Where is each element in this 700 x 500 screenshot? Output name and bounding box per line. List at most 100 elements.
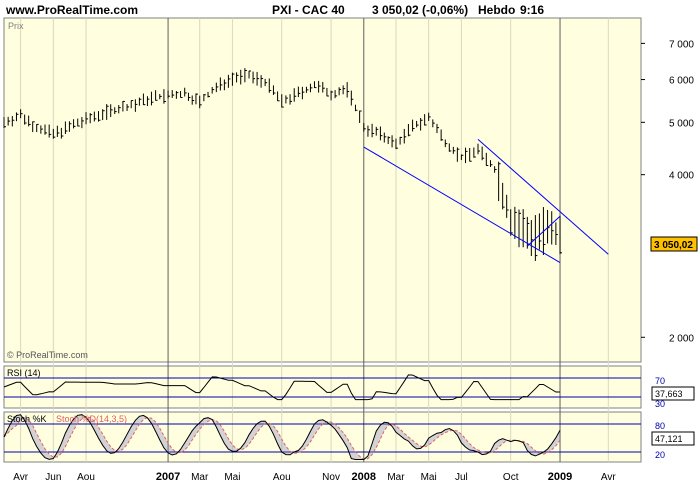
trend-line[interactable] <box>477 138 609 255</box>
price-bar <box>473 147 476 158</box>
price-bar <box>518 209 522 248</box>
rsi-line <box>3 374 560 401</box>
period-label: Hebdo <box>478 3 516 17</box>
price-bar <box>199 95 202 109</box>
rsi-level-70: 70 <box>655 376 665 386</box>
price-bar <box>244 68 247 83</box>
price-bar <box>330 90 334 101</box>
price-bar <box>163 89 166 104</box>
price-bar <box>346 82 350 98</box>
price-bar <box>489 160 493 168</box>
price-bar <box>11 116 15 127</box>
rsi-label: RSI (14) <box>7 368 41 378</box>
y-tick-label: 6 000 <box>669 76 694 87</box>
price-bar <box>207 91 211 98</box>
y-tick-label: 4 000 <box>669 171 694 182</box>
price-bar <box>363 123 366 132</box>
price-bar <box>155 90 158 101</box>
rsi-panel <box>3 365 642 409</box>
price-bar <box>305 86 309 93</box>
ticker-name: PXI - CAC 40 <box>272 3 345 17</box>
y-tick-label: 7 000 <box>669 39 694 50</box>
price-bar <box>551 211 554 245</box>
price-bar <box>485 152 489 166</box>
price-bar <box>20 109 23 119</box>
stoch-k-line <box>3 414 561 460</box>
price-bar <box>48 124 52 138</box>
price-bar <box>322 82 325 93</box>
price-bar <box>506 194 509 218</box>
price-bar <box>36 123 39 133</box>
price-bar <box>227 74 231 88</box>
price-bar <box>469 148 472 162</box>
price-bar <box>184 87 187 97</box>
price-bar <box>460 154 464 161</box>
price-bar <box>448 143 452 152</box>
price-bar <box>138 97 142 106</box>
price-bar <box>379 126 383 141</box>
price-bar <box>167 90 171 99</box>
price-bar <box>465 147 468 164</box>
price-bar <box>367 125 370 137</box>
price-bar <box>191 95 195 105</box>
rsi-value-box <box>651 386 695 401</box>
stoch-d-line <box>3 416 561 460</box>
price-panel <box>3 17 642 363</box>
stoch-fill <box>4 414 560 460</box>
price-bar <box>134 99 138 112</box>
x-tick-label: Avr <box>13 472 28 483</box>
price-bar <box>375 126 379 136</box>
price-bar <box>89 113 93 124</box>
price-bar <box>211 86 215 94</box>
price-bar <box>452 146 456 154</box>
price-bar <box>313 81 317 89</box>
price-bar <box>150 91 154 106</box>
price-bar <box>180 91 183 98</box>
price-bar <box>126 104 130 111</box>
trend-line[interactable] <box>526 215 561 247</box>
price-bar <box>56 125 60 137</box>
price-panel-label: Prix <box>8 21 24 31</box>
price-bar <box>52 128 56 139</box>
price-bar <box>494 166 497 173</box>
price-bar <box>407 123 411 137</box>
price-bar <box>81 117 84 129</box>
x-tick-label: Avr <box>601 472 616 483</box>
price-bar <box>240 69 243 85</box>
last-price: 3 050,02 (-0,06%) <box>372 3 469 17</box>
x-tick-label: 2007 <box>156 471 180 483</box>
trend-line[interactable] <box>363 146 561 264</box>
x-tick-label: Aou <box>273 472 291 483</box>
price-bar <box>293 88 297 102</box>
y-axis-ticks: 7 000 6 000 5 000 4 000 2 000 <box>641 39 694 344</box>
time-label: 9:16 <box>520 3 545 17</box>
price-bar <box>440 129 444 141</box>
price-bar <box>64 121 68 135</box>
price-bars <box>3 68 563 261</box>
last-price-box <box>650 236 698 252</box>
x-tick-label: 2008 <box>352 471 376 483</box>
price-bar <box>555 222 558 245</box>
last-price-box-text: 3 050,02 <box>654 240 693 251</box>
price-bar <box>175 91 179 99</box>
price-bar <box>395 138 398 150</box>
price-bar <box>24 114 27 125</box>
price-bar <box>77 118 80 127</box>
x-tick-label: Mar <box>387 472 405 483</box>
stoch-value-box <box>651 431 695 446</box>
price-bar <box>354 104 358 112</box>
price-bar <box>289 94 293 105</box>
site-url[interactable]: www.ProRealTime.com <box>6 3 139 17</box>
price-bar <box>538 213 542 250</box>
price-bar <box>342 85 346 95</box>
price-bar <box>416 120 419 128</box>
price-bar <box>309 83 313 93</box>
price-bar <box>301 86 305 100</box>
price-bar <box>530 220 534 257</box>
price-bar <box>412 119 415 132</box>
rsi-level-30: 30 <box>655 399 665 409</box>
price-bar <box>110 104 113 118</box>
price-bar <box>371 123 375 138</box>
price-bar <box>219 77 223 91</box>
